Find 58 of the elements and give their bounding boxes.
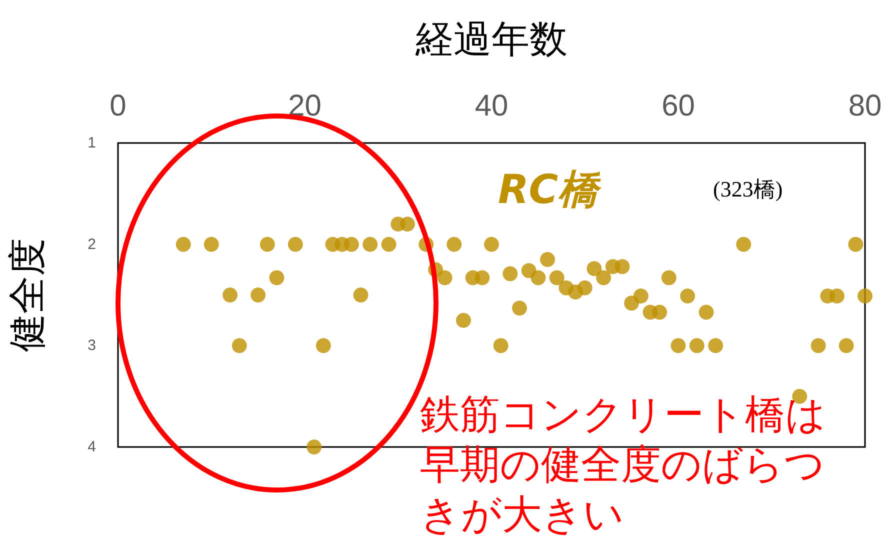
point [577,280,592,296]
annotation: 鉄筋コンクリート橋は早期の健全度のばらつきが大きい [420,392,826,538]
y-tick-label: 4 [88,438,96,456]
point [689,338,704,354]
y-axis-title: 健全度 [5,238,49,352]
point [456,312,471,328]
point [400,216,415,232]
point [858,288,872,304]
point [493,338,508,354]
point [474,270,490,286]
point [633,288,648,304]
point [353,288,368,302]
point [661,270,676,286]
annotation: (323橋) [713,176,783,202]
point [540,252,556,268]
point [446,236,462,252]
point [437,270,452,286]
point [652,304,668,320]
point [848,236,864,252]
y-tick-label: 1 [88,134,96,152]
point [810,338,826,354]
point [176,236,191,252]
point [269,270,284,286]
point [708,338,724,354]
point [288,236,303,252]
x-tick-label: 40 [474,90,508,122]
point [222,288,238,302]
point [306,440,322,454]
point [586,261,602,276]
point [502,266,518,282]
point [204,236,219,252]
point [260,236,275,252]
y-tick-label: 2 [88,236,96,253]
point [838,338,854,354]
point [736,236,752,252]
point [512,300,528,316]
point [362,236,378,252]
point [381,236,396,252]
point [549,270,564,286]
x-tick-label: 20 [288,90,322,122]
point [250,288,266,302]
point [680,288,696,304]
point [344,236,359,252]
x-axis-title: 経過年数 [414,17,568,61]
x-tick-label: 0 [110,90,126,122]
x-tick-label: 60 [662,90,695,122]
point [316,338,331,354]
point [232,338,247,354]
x-tick-label: 80 [848,90,882,122]
point [530,270,546,286]
point [484,236,499,252]
point [698,304,714,320]
y-tick-label: 3 [88,337,96,354]
annotation: RC橋 [498,167,602,213]
point [670,338,686,354]
point [614,259,630,274]
point [596,270,612,286]
point [830,288,844,304]
